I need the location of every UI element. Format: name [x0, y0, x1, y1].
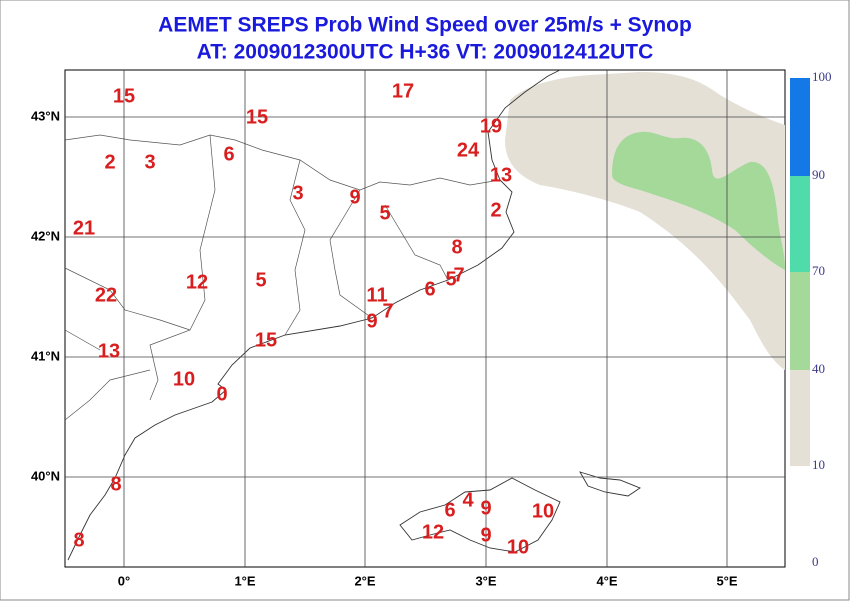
- colorbar-label: 90: [812, 167, 825, 182]
- latitude-label: 40°N: [31, 468, 60, 483]
- station-value: 4: [462, 489, 474, 511]
- station-value: 8: [451, 236, 462, 258]
- station-value: 9: [366, 310, 377, 332]
- station-value: 17: [392, 80, 414, 102]
- station-value: 19: [480, 115, 502, 137]
- colorbar-segment: [790, 272, 810, 370]
- station-value: 9: [480, 497, 491, 519]
- station-value: 6: [444, 499, 455, 521]
- station-value: 3: [144, 151, 155, 173]
- station-value: 2: [104, 151, 115, 173]
- station-value: 22: [95, 284, 117, 306]
- island: [399, 477, 561, 553]
- longitude-label: 2°E: [354, 573, 375, 588]
- colorbar-label: 100: [812, 69, 832, 84]
- station-value: 6: [223, 143, 234, 165]
- colorbar-segment: [790, 176, 810, 272]
- colorbar-label: 0: [812, 554, 819, 569]
- station-value: 5: [379, 202, 390, 224]
- longitude-label: 5°E: [716, 573, 737, 588]
- station-value: 3: [292, 182, 303, 204]
- station-value: 13: [490, 164, 512, 186]
- station-value: 24: [457, 139, 480, 161]
- station-value: 9: [349, 186, 360, 208]
- longitude-label: 0°: [118, 573, 130, 588]
- station-value: 6: [424, 278, 435, 300]
- latitude-label: 41°N: [31, 348, 60, 363]
- latitude-label: 42°N: [31, 228, 60, 243]
- station-value: 8: [73, 529, 84, 551]
- colorbar-label: 70: [812, 263, 825, 278]
- colorbar-segment: [790, 78, 810, 176]
- station-value: 21: [73, 217, 95, 239]
- station-value: 12: [186, 271, 208, 293]
- station-value: 11: [366, 284, 387, 306]
- station-value: 7: [453, 264, 464, 286]
- station-value: 0: [216, 383, 227, 405]
- title: AEMET SREPS Prob Wind Speed over 25m/s +…: [158, 14, 692, 37]
- longitude-label: 3°E: [475, 573, 496, 588]
- probability-area: [505, 72, 785, 370]
- station-value: 10: [532, 500, 554, 522]
- island: [579, 471, 641, 497]
- station-value: 8: [110, 473, 121, 495]
- station-value: 9: [480, 524, 491, 546]
- station-value: 15: [246, 106, 268, 128]
- station-value: 12: [422, 521, 444, 543]
- station-value: 15: [113, 85, 135, 107]
- probability-area: [612, 131, 785, 270]
- longitude-label: 1°E: [234, 573, 255, 588]
- longitude-label: 4°E: [596, 573, 617, 588]
- colorbar-label: 10: [812, 457, 825, 472]
- subtitle: AT: 2009012300UTC H+36 VT: 2009012412UTC: [197, 41, 654, 64]
- coastline: [67, 69, 561, 561]
- colorbar-label: 40: [812, 361, 825, 376]
- station-value: 10: [173, 368, 195, 390]
- station-value: 7: [382, 300, 393, 322]
- station-value: 15: [255, 329, 277, 351]
- station-value: 10: [507, 536, 529, 558]
- station-value: 2: [490, 199, 501, 221]
- border: [64, 134, 501, 421]
- station-value: 13: [98, 340, 120, 362]
- station-value: 5: [445, 268, 456, 290]
- latitude-label: 43°N: [31, 108, 60, 123]
- station-value: 5: [255, 269, 266, 291]
- graticule: 43°N 42°N 41°N 40°N 0° 1°E 2°E 3°E 4°E 5°E: [31, 70, 785, 588]
- colorbar-segment: [790, 370, 810, 466]
- map-area: 43°N 42°N 41°N 40°N 0° 1°E 2°E 3°E 4°E 5°E 15 17 15…: [31, 69, 786, 588]
